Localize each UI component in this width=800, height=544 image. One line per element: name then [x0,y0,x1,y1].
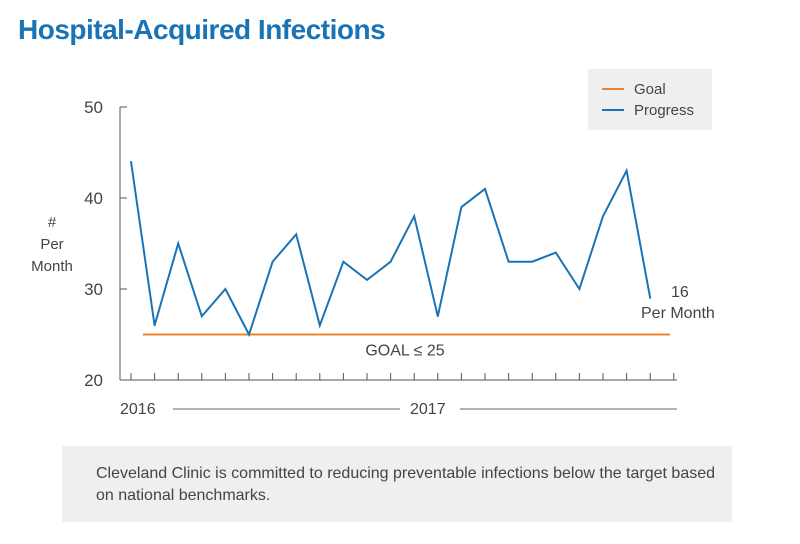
last-value-annotation: 16 [671,284,689,301]
progress-point [177,242,179,245]
chart-legend: Goal Progress [588,69,712,130]
progress-point [295,233,298,236]
progress-point [271,260,274,263]
y-tick-label: 20 [84,371,103,390]
year-labels: 2016 2017 [120,401,677,418]
progress-point [224,288,227,290]
progress-point [531,260,533,263]
y-axis-label-line: Month [31,258,73,275]
y-axis-label-line: Per [40,236,63,253]
legend-label-goal: Goal [634,81,666,98]
progress-point [625,169,628,172]
progress-point [649,297,651,299]
infections-chart: 20 30 40 50 # Per Month 2016 2017 GOAL ≤ 25 16 P… [31,69,715,418]
y-axis-title: # Per Month [31,214,73,275]
y-tick-labels: 20 30 40 50 [84,98,103,390]
progress-point [130,160,132,163]
y-tick-label: 50 [84,98,103,117]
progress-point [153,324,156,327]
progress-line [130,161,652,338]
progress-point [366,279,368,281]
chart-axes [119,106,677,381]
progress-point [389,260,392,263]
note-text: Cleveland Clinic is committed to reducin… [96,465,716,504]
chart-annotations: GOAL ≤ 25 16 Per Month [365,284,714,360]
note-box: Cleveland Clinic is committed to reducin… [62,446,732,522]
y-axis-label-line: # [48,214,57,231]
progress-point [460,206,463,208]
y-tick-label: 30 [84,280,103,299]
progress-point [602,215,604,217]
page-title: Hospital-Acquired Infections [18,14,386,45]
y-tick-label: 40 [84,189,103,208]
legend-label-progress: Progress [634,102,694,119]
progress-point [578,288,581,290]
year-label-2016: 2016 [120,401,156,418]
progress-point [555,251,557,254]
progress-point [484,188,486,190]
goal-annotation: GOAL ≤ 25 [365,343,444,360]
progress-point [413,215,416,217]
progress-point [201,315,203,318]
progress-point [437,315,439,318]
progress-point [342,260,345,263]
last-unit-annotation: Per Month [641,305,715,322]
progress-point [319,324,321,327]
progress-point [507,260,510,263]
chart-series [130,160,670,338]
legend-box [588,69,712,130]
progress-point [248,333,250,336]
year-label-2017: 2017 [410,401,446,418]
